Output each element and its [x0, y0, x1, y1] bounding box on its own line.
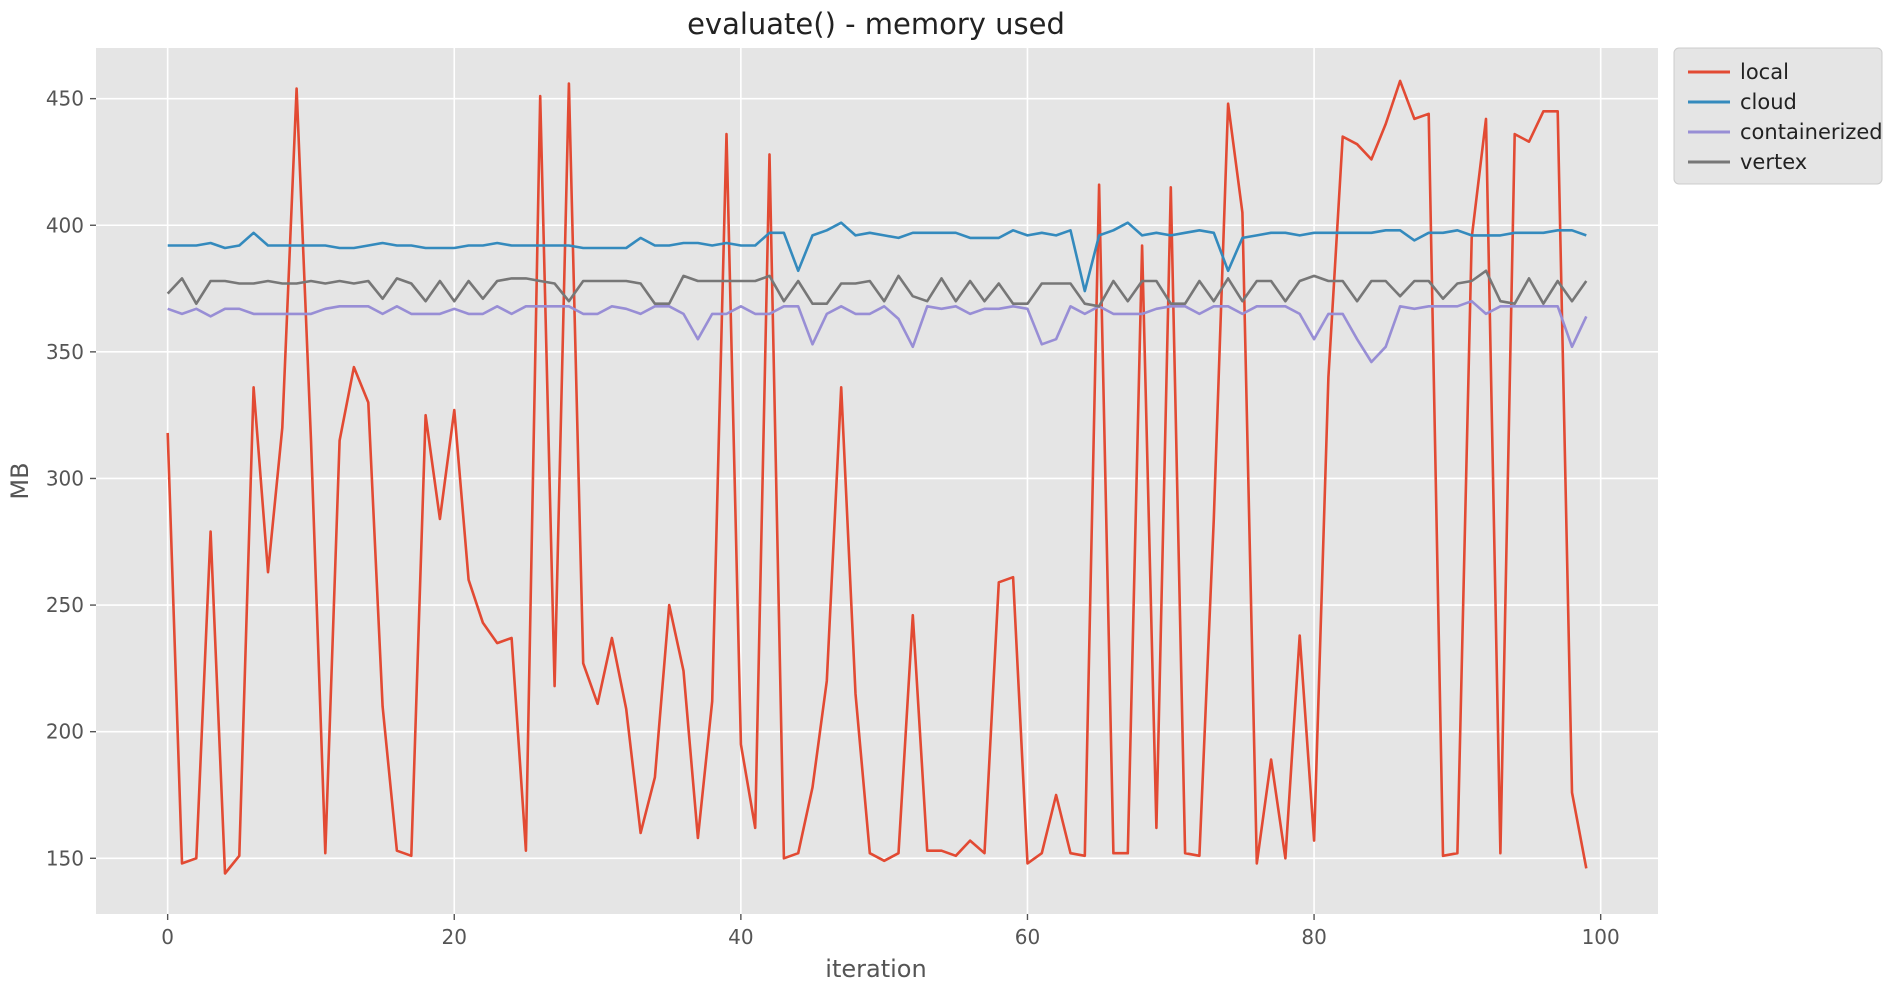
x-tick-label: 80 [1301, 925, 1326, 949]
legend-frame [1673, 47, 1883, 185]
legend-label-local: local [1740, 60, 1789, 84]
legend: local cloud containerized vertex [1673, 47, 1883, 185]
y-tick-label: 400 [46, 213, 84, 237]
y-tick-label: 250 [46, 593, 84, 617]
y-axis-label: MB [6, 462, 34, 499]
x-tick-label: 0 [161, 925, 174, 949]
series-line-vertex [166, 269, 1588, 308]
series-line-containerized [167, 299, 1588, 364]
y-tick-label: 200 [46, 720, 84, 744]
y-tick-label: 350 [46, 340, 84, 364]
y-tick-label: 300 [46, 466, 84, 490]
chart-title: evaluate() - memory used [687, 7, 1065, 41]
x-axis-ticks: 0 20 40 60 80 100 [161, 914, 1620, 949]
x-axis-label: iteration [825, 955, 926, 983]
gridlines [96, 48, 1658, 914]
x-tick-label: 20 [442, 925, 467, 949]
x-tick-label: 60 [1015, 925, 1040, 949]
series-line-local [166, 79, 1588, 875]
series-line-cloud [167, 221, 1587, 293]
x-tick-label: 100 [1582, 925, 1620, 949]
legend-label-vertex: vertex [1740, 150, 1807, 174]
series-lines [166, 79, 1588, 875]
y-tick-label: 450 [46, 87, 84, 111]
legend-label-containerized: containerized [1740, 120, 1883, 144]
plot-area [96, 48, 1658, 914]
x-tick-label: 40 [728, 925, 753, 949]
y-axis-ticks: 150 200 250 300 350 400 450 [46, 87, 96, 870]
y-tick-label: 150 [46, 846, 84, 870]
legend-label-cloud: cloud [1740, 90, 1797, 114]
